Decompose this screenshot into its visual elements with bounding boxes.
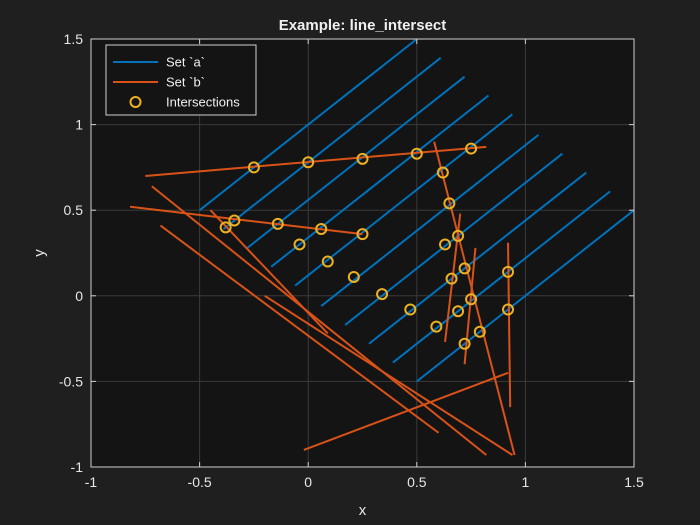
set-b-line-7 bbox=[433, 141, 516, 456]
intersection-point-2 bbox=[356, 152, 369, 165]
set-b-line-2 bbox=[151, 185, 487, 456]
intersection-point-17 bbox=[436, 166, 449, 179]
y-axis-label: y bbox=[31, 249, 48, 257]
set-a-line-9 bbox=[416, 209, 635, 383]
set-a-line-7 bbox=[368, 171, 587, 345]
legend-label-1: Set `b` bbox=[166, 75, 205, 90]
set-b-line-6 bbox=[303, 371, 509, 451]
x-tick-label: 0.5 bbox=[407, 474, 427, 490]
intersection-point-7 bbox=[271, 217, 284, 230]
y-tick-label: -0.5 bbox=[59, 373, 83, 389]
y-tick-label: 1.5 bbox=[64, 31, 84, 47]
intersection-point-23 bbox=[465, 293, 478, 306]
intersection-point-6 bbox=[228, 214, 241, 227]
intersection-point-21 bbox=[458, 262, 471, 275]
intersection-point-10 bbox=[293, 238, 306, 251]
set-a-line-3 bbox=[270, 94, 490, 268]
axis-ticks: -1 -0.5 0 0.5 1 1.5 -1 -0.5 0 0.5 1 1.5 bbox=[59, 31, 644, 490]
intersection-point-1 bbox=[302, 156, 315, 169]
set-b-line-5 bbox=[264, 294, 513, 456]
x-tick-label: -0.5 bbox=[188, 474, 212, 490]
legend-label-0: Set `a` bbox=[166, 55, 205, 70]
set-b-line-0 bbox=[145, 145, 487, 177]
intersection-points bbox=[219, 142, 515, 350]
set-b-line-10 bbox=[507, 242, 512, 408]
y-tick-label: -1 bbox=[71, 459, 84, 475]
intersection-point-13 bbox=[376, 288, 389, 301]
intersection-point-27 bbox=[502, 303, 515, 316]
set-a-line-8 bbox=[392, 190, 611, 364]
intersection-point-14 bbox=[404, 303, 417, 316]
set-b-line-1 bbox=[129, 205, 363, 236]
intersection-point-9 bbox=[356, 228, 369, 241]
intersection-point-15 bbox=[430, 320, 443, 333]
intersection-point-12 bbox=[347, 270, 360, 283]
intersection-point-8 bbox=[315, 223, 328, 236]
y-tick-label: 0 bbox=[75, 288, 83, 304]
set-b-line-3 bbox=[159, 224, 440, 434]
intersection-point-22 bbox=[445, 272, 458, 285]
intersection-point-11 bbox=[321, 255, 334, 268]
axes-box bbox=[90, 38, 635, 468]
set-a-line-0 bbox=[198, 38, 418, 211]
x-tick-label: -1 bbox=[85, 474, 98, 490]
set-b-line-9 bbox=[463, 247, 477, 365]
intersection-point-26 bbox=[502, 265, 515, 278]
set-b-line-8 bbox=[444, 213, 462, 343]
intersection-point-3 bbox=[410, 147, 423, 160]
set-a-line-2 bbox=[246, 75, 466, 249]
legend-swatch-2 bbox=[129, 96, 142, 108]
x-axis-label: x bbox=[359, 502, 367, 519]
intersection-point-20 bbox=[439, 238, 452, 251]
legend-label-2: Intersections bbox=[166, 95, 240, 110]
intersection-point-19 bbox=[452, 229, 465, 242]
x-tick-label: 0 bbox=[304, 474, 312, 490]
intersection-point-16 bbox=[458, 337, 471, 350]
y-tick-label: 0.5 bbox=[64, 202, 84, 218]
x-tick-label: 1.5 bbox=[624, 474, 644, 490]
intersection-point-24 bbox=[452, 305, 465, 318]
intersection-point-5 bbox=[219, 221, 232, 234]
legend: Set `a` Set `b` Intersections bbox=[105, 44, 257, 116]
set-a-line-1 bbox=[222, 57, 442, 230]
intersection-point-0 bbox=[247, 161, 260, 174]
x-tick-label: 1 bbox=[522, 474, 530, 490]
set-a-line-5 bbox=[320, 134, 540, 307]
chart-title: Example: line_intersect bbox=[279, 17, 447, 34]
y-tick-label: 1 bbox=[75, 117, 83, 133]
intersection-point-18 bbox=[443, 197, 456, 210]
intersection-point-4 bbox=[465, 142, 478, 155]
intersection-point-25 bbox=[473, 325, 486, 338]
